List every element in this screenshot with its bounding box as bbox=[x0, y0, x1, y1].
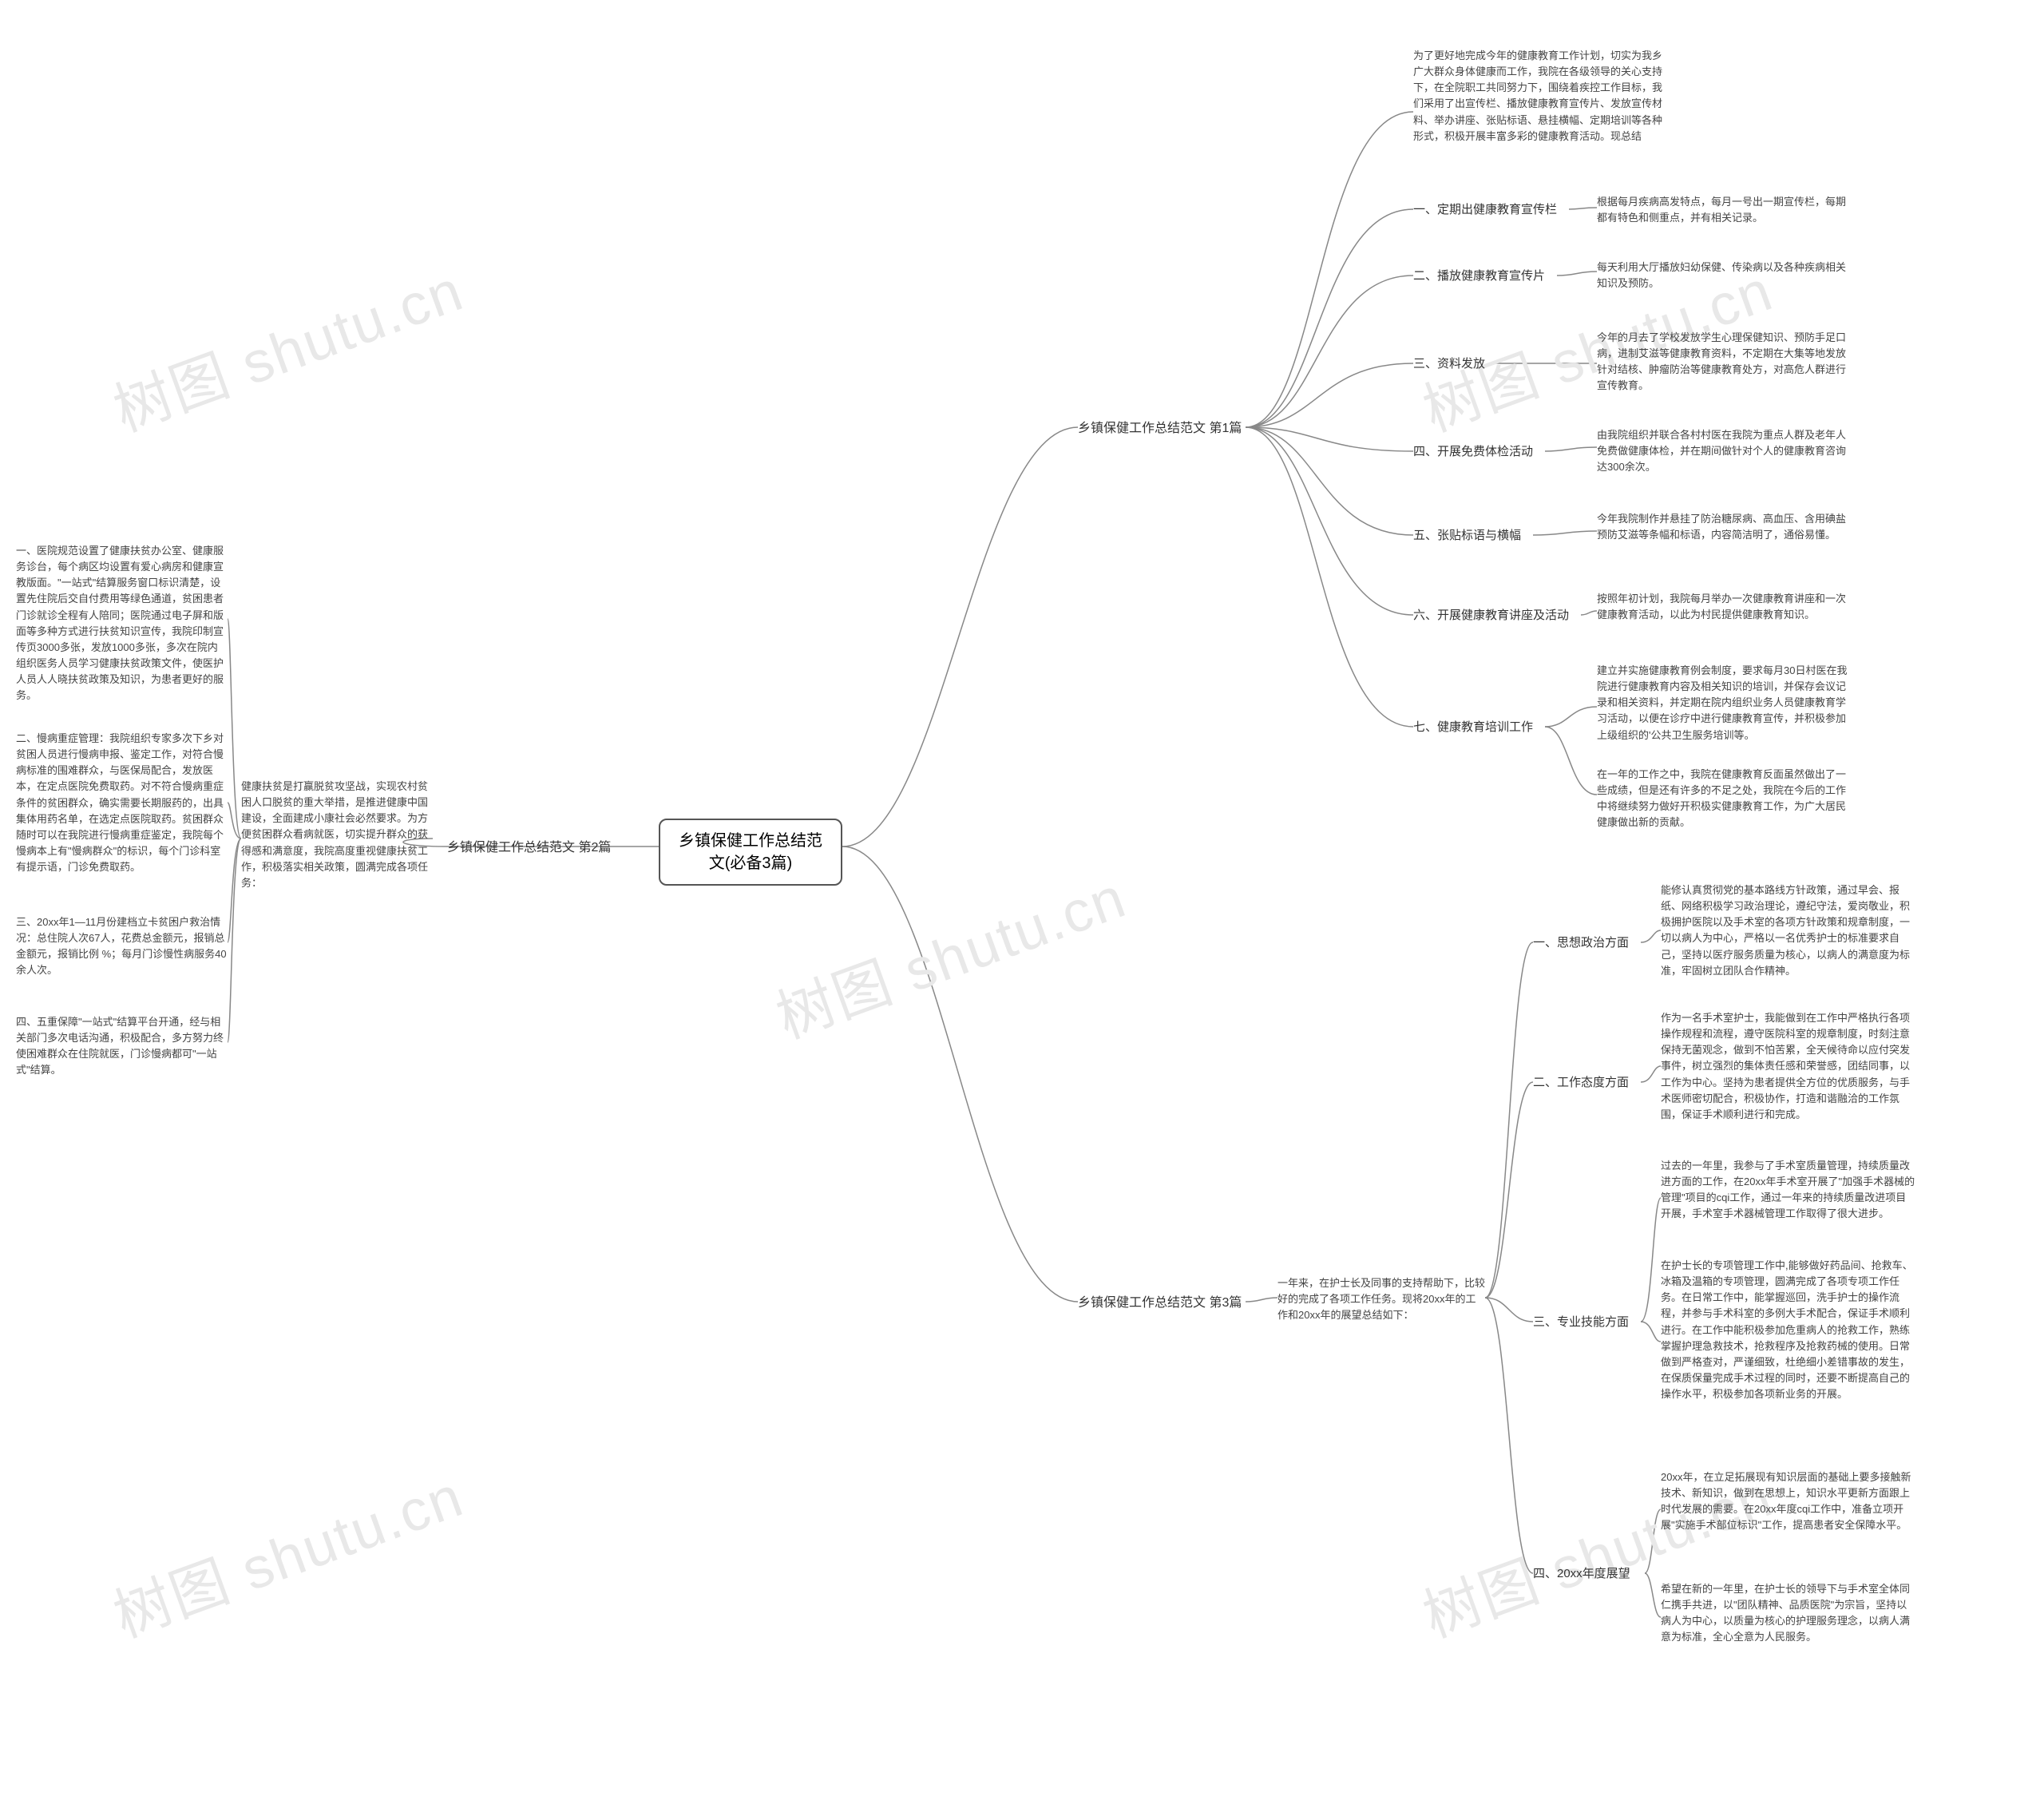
section-2-title: 乡镇保健工作总结范文 第2篇 bbox=[447, 839, 611, 858]
s1-item-1-leaf: 根据每月疾病高发特点，每月一号出一期宣传栏，每期都有特色和侧重点，并有相关记录。 bbox=[1597, 194, 1852, 226]
s1-item-5: 五、张贴标语与横幅 bbox=[1413, 527, 1521, 545]
s1-item-5-leaf: 今年我院制作并悬挂了防治糖尿病、高血压、含用碘盐预防艾滋等条幅和标语，内容简洁明… bbox=[1597, 511, 1852, 543]
s1-item-3: 三、资料发放 bbox=[1413, 355, 1485, 374]
s2-item-4: 四、五重保障"一站式"结算平台开通，经与相关部门多次电话沟通，积极配合，多方努力… bbox=[16, 1014, 228, 1079]
s3-item-1: 一、思想政治方面 bbox=[1533, 934, 1629, 953]
s1-item-4: 四、开展免费体检活动 bbox=[1413, 443, 1533, 462]
s1-item-1: 一、定期出健康教育宣传栏 bbox=[1413, 201, 1557, 220]
section-2-intro: 健康扶贫是打赢脱贫攻坚战，实现农村贫困人口脱贫的重大举措，是推进健康中国建设，全… bbox=[241, 779, 433, 891]
s1-item-2: 二、播放健康教育宣传片 bbox=[1413, 268, 1545, 286]
s3-item-4-leaf-b: 希望在新的一年里，在护士长的领导下与手术室全体同仁携手共进，以"团队精神、品质医… bbox=[1661, 1581, 1916, 1646]
s1-item-7-leaf-b: 在一年的工作之中，我院在健康教育反面虽然做出了一些成绩，但是还有许多的不足之处，… bbox=[1597, 767, 1852, 831]
s1-item-4-leaf: 由我院组织并联合各村村医在我院为重点人群及老年人免费做健康体检，并在期间做针对个… bbox=[1597, 427, 1852, 475]
root-node: 乡镇保健工作总结范文(必备3篇) bbox=[659, 819, 842, 886]
s1-item-7-leaf-a: 建立并实施健康教育例会制度，要求每月30日村医在我院进行健康教育内容及相关知识的… bbox=[1597, 663, 1852, 743]
section-1-title: 乡镇保健工作总结范文 第1篇 bbox=[1078, 419, 1242, 438]
s3-item-4-leaf-a: 20xx年，在立足拓展现有知识层面的基础上要多接触新技术、新知识，做到在思想上，… bbox=[1661, 1469, 1916, 1534]
s1-item-2-leaf: 每天利用大厅播放妇幼保健、传染病以及各种疾病相关知识及预防。 bbox=[1597, 260, 1852, 291]
watermark: 树图 shutu.cn bbox=[101, 1449, 473, 1653]
s3-item-3-leaf-b: 在护士长的专项管理工作中,能够做好药品间、抢救车、冰箱及温箱的专项管理，圆满完成… bbox=[1661, 1258, 1916, 1402]
s1-item-6-leaf: 按照年初计划，我院每月举办一次健康教育讲座和一次健康教育活动，以此为村民提供健康… bbox=[1597, 591, 1852, 623]
s3-item-4: 四、20xx年度展望 bbox=[1533, 1565, 1630, 1584]
section-3-title: 乡镇保健工作总结范文 第3篇 bbox=[1078, 1294, 1242, 1313]
s3-item-1-leaf: 能修认真贯彻党的基本路线方针政策，通过早会、报纸、网络积极学习政治理论，遵纪守法… bbox=[1661, 882, 1916, 979]
s1-item-3-leaf: 今年的月去了学校发放学生心理保健知识、预防手足口病，进制艾滋等健康教育资料，不定… bbox=[1597, 330, 1852, 395]
s2-item-2: 二、慢病重症管理：我院组织专家多次下乡对贫困人员进行慢病申报、鉴定工作，对符合慢… bbox=[16, 731, 228, 875]
s3-item-2-leaf: 作为一名手术室护士，我能做到在工作中严格执行各项操作规程和流程，遵守医院科室的规… bbox=[1661, 1010, 1916, 1123]
section-1-intro: 为了更好地完成今年的健康教育工作计划，切实为我乡广大群众身体健康而工作，我院在各… bbox=[1413, 48, 1669, 145]
s3-item-2: 二、工作态度方面 bbox=[1533, 1074, 1629, 1092]
s2-item-1: 一、医院规范设置了健康扶贫办公室、健康服务诊台，每个病区均设置有爱心病房和健康宣… bbox=[16, 543, 228, 704]
watermark: 树图 shutu.cn bbox=[101, 244, 473, 447]
s1-item-7: 七、健康教育培训工作 bbox=[1413, 719, 1533, 737]
s2-item-3: 三、20xx年1—11月份建档立卡贫困户救治情况：总住院人次67人，花费总金额元… bbox=[16, 914, 228, 979]
section-3-intro: 一年来，在护士长及同事的支持帮助下，比较好的完成了各项工作任务。现将20xx年的… bbox=[1278, 1275, 1485, 1323]
s3-item-3-leaf-a: 过去的一年里，我参与了手术室质量管理，持续质量改进方面的工作，在20xx年手术室… bbox=[1661, 1158, 1916, 1223]
s1-item-6: 六、开展健康教育讲座及活动 bbox=[1413, 607, 1569, 625]
s3-item-3: 三、专业技能方面 bbox=[1533, 1314, 1629, 1332]
